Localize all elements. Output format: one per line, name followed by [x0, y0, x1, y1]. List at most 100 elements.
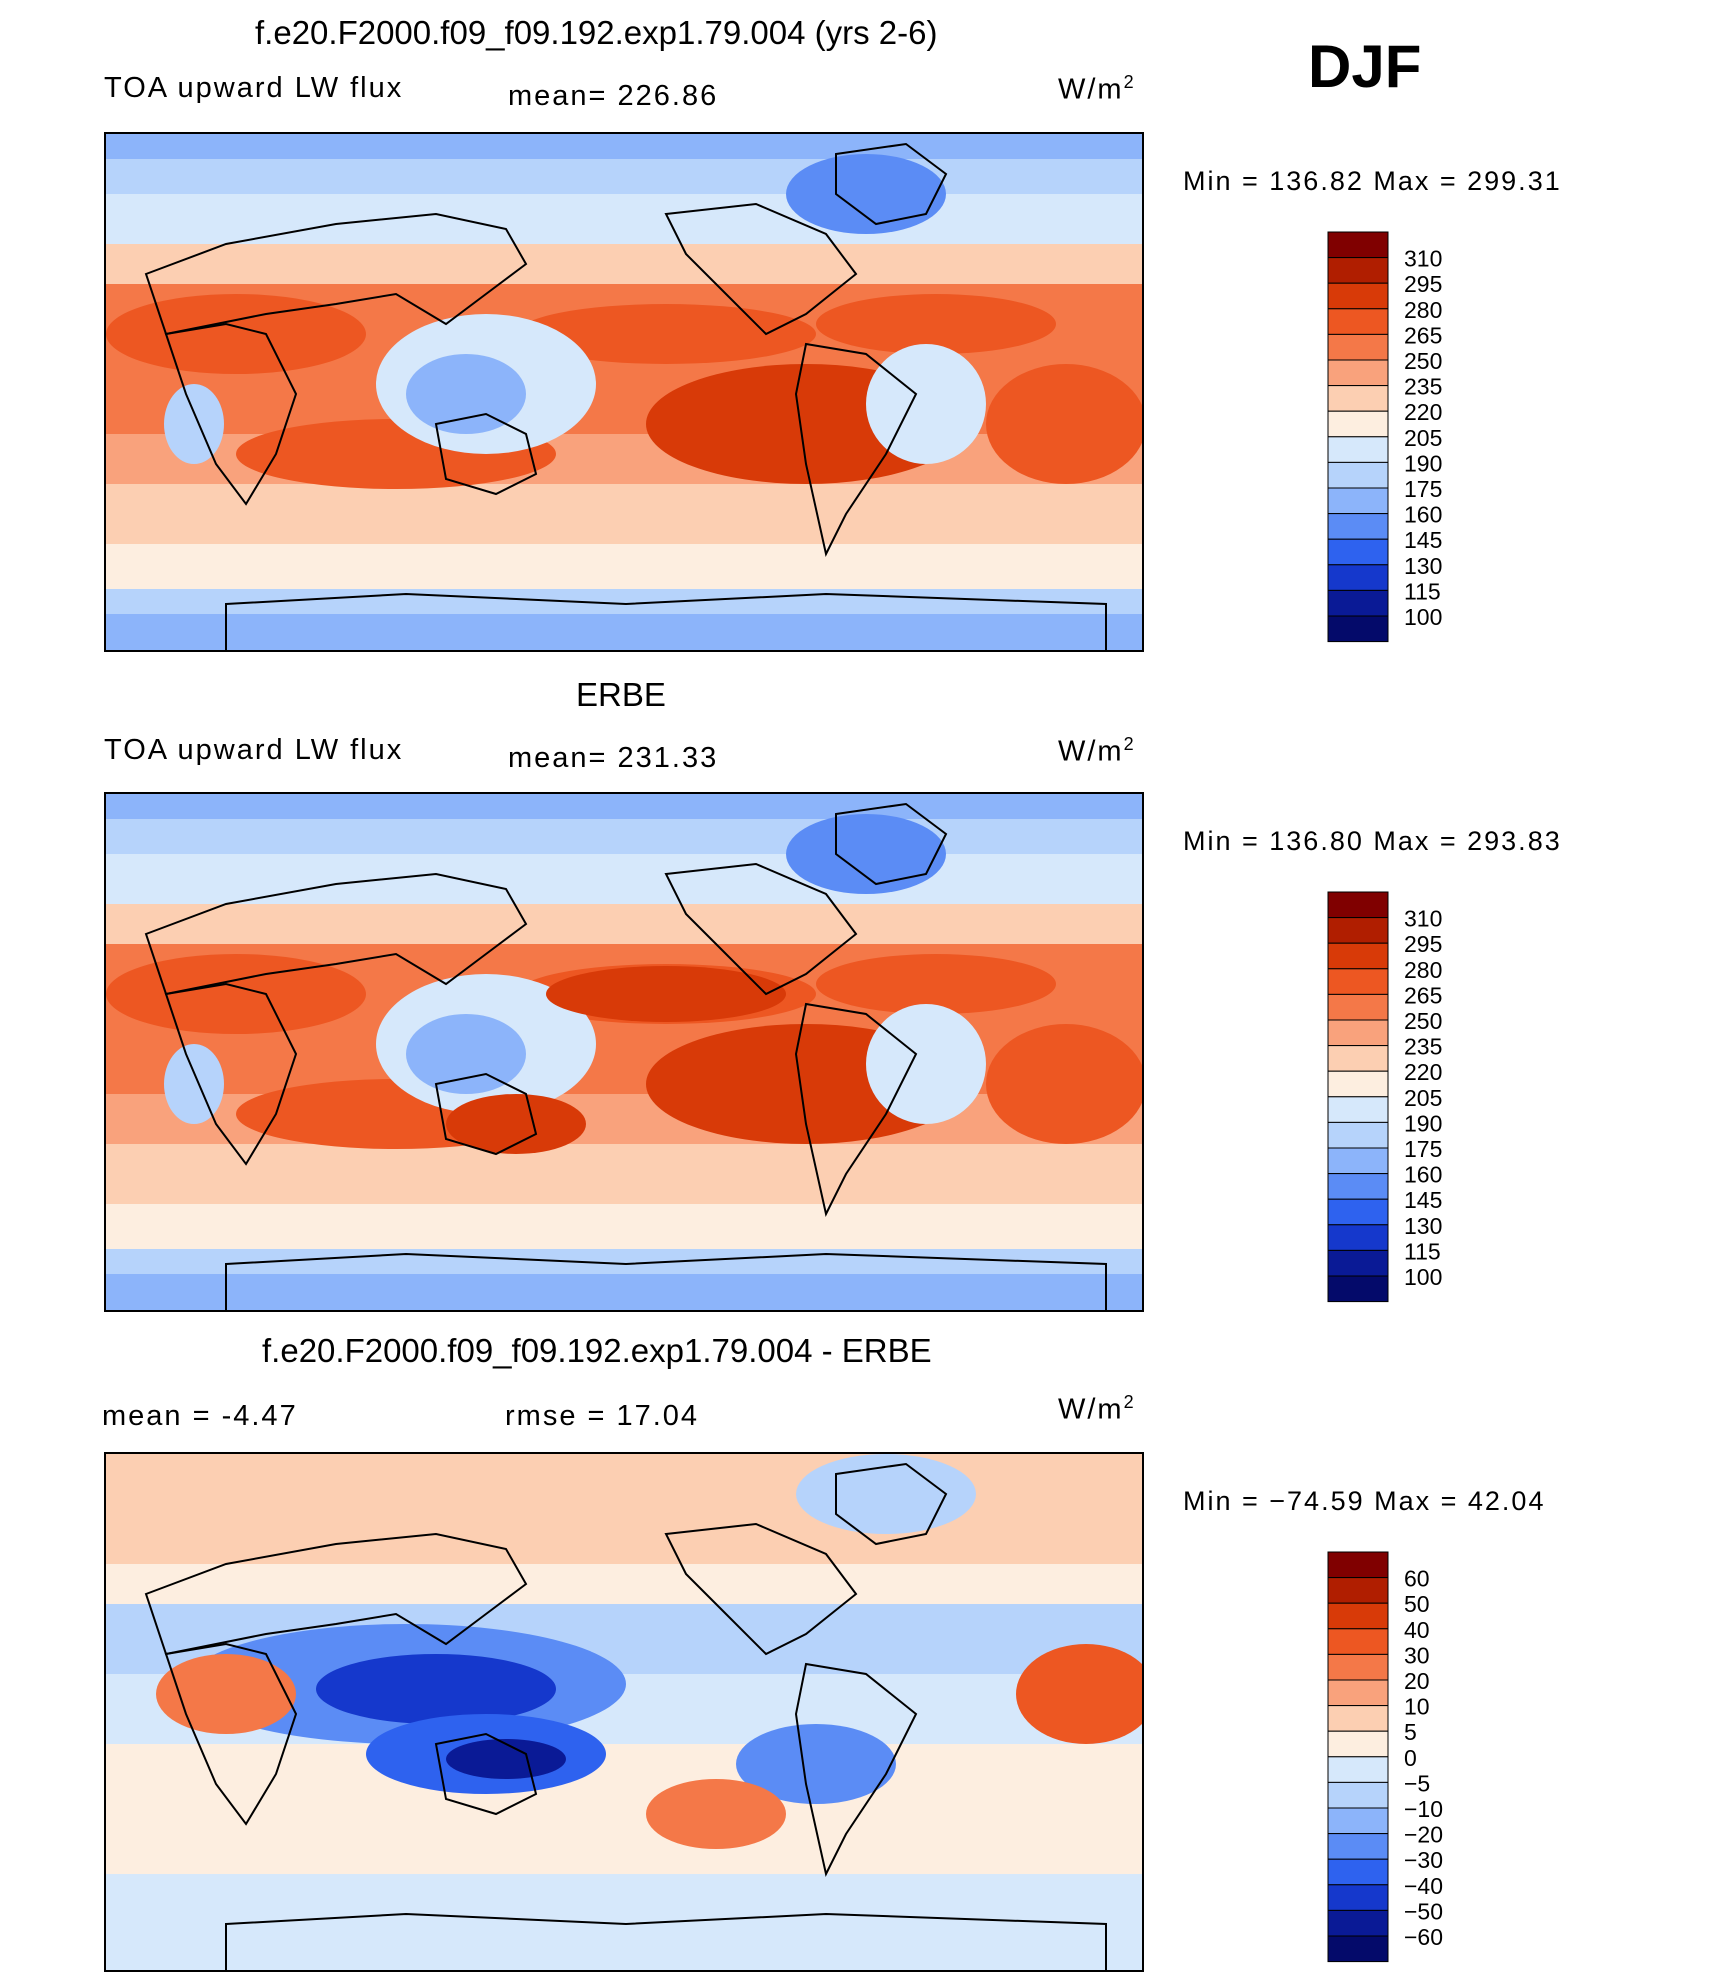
- continent-outline-1: [164, 982, 298, 1166]
- colorbar-1-box-3: [1327, 308, 1389, 335]
- panel-1-title: f.e20.F2000.f09_f09.192.exp1.79.004 (yrs…: [255, 14, 938, 51]
- field-midlat-north: [106, 194, 1142, 244]
- panel-1-map: [104, 132, 1144, 652]
- field-amazon-convection: [866, 1004, 986, 1124]
- colorbar-3-box-11: [1327, 1833, 1389, 1860]
- continent-outline-4: [794, 1662, 918, 1877]
- panel-2-units: W/m2: [1058, 734, 1136, 768]
- colorbar-1-box-13: [1327, 564, 1389, 591]
- colorbar-3-label-13: −50: [1404, 1898, 1443, 1924]
- colorbar-1-label-4: 250: [1404, 348, 1442, 374]
- colorbar-2-label-4: 250: [1404, 1008, 1442, 1034]
- colorbar-1-label-13: 115: [1404, 578, 1441, 604]
- colorbar-3-box-5: [1327, 1679, 1389, 1707]
- colorbar-3-label-6: 5: [1404, 1719, 1417, 1745]
- colorbar-3-box-8: [1327, 1756, 1389, 1783]
- colorbar-2-label-0: 310: [1404, 906, 1442, 932]
- colorbar-1-label-10: 160: [1404, 502, 1442, 528]
- field-sahara-high: [106, 954, 366, 1034]
- colorbar-2-box-9: [1327, 1121, 1389, 1149]
- colorbar-1-label-3: 265: [1404, 322, 1442, 348]
- colorbar-2-label-10: 160: [1404, 1162, 1442, 1188]
- panel-3-title: f.e20.F2000.f09_f09.192.exp1.79.004 - ER…: [262, 1332, 932, 1369]
- continent-outline-6: [225, 592, 1107, 650]
- panel-3-contour-field: [106, 1454, 1142, 1970]
- field-north-positive: [106, 1454, 1142, 1564]
- colorbar-1-label-8: 190: [1404, 450, 1442, 476]
- colorbar-2-label-7: 205: [1404, 1085, 1442, 1111]
- continent-outline-0: [144, 1532, 528, 1656]
- colorbar-2-box-2: [1327, 942, 1389, 970]
- colorbar-1-label-9: 175: [1404, 476, 1442, 502]
- colorbar-2-box-1: [1327, 917, 1389, 944]
- field-satl-high: [986, 364, 1142, 484]
- colorbar-3-box-4: [1327, 1653, 1389, 1681]
- field-satl-high: [986, 1024, 1142, 1144]
- panel-2-contour-field: [106, 794, 1142, 1310]
- colorbar-2-label-11: 145: [1404, 1187, 1442, 1213]
- colorbar-1-box-11: [1327, 513, 1389, 540]
- colorbar-3-label-9: −10: [1404, 1796, 1443, 1822]
- colorbar-3-label-12: −40: [1404, 1873, 1443, 1899]
- colorbar-3-label-3: 30: [1404, 1642, 1430, 1668]
- field-greenland-low: [786, 814, 946, 894]
- colorbar-2-label-3: 265: [1404, 982, 1442, 1008]
- panel-1-variable-label: TOA upward LW flux: [104, 72, 404, 104]
- colorbar-1-box-14: [1327, 589, 1389, 617]
- panel-3-mean-label: mean = -4.47: [102, 1400, 298, 1432]
- continent-outline-1: [164, 322, 298, 506]
- field-southern-ocean: [106, 544, 1142, 594]
- field-natl-high: [816, 294, 1056, 354]
- field-southern-ocean: [106, 1204, 1142, 1254]
- field-npac-high: [516, 304, 816, 364]
- continent-outline-6: [225, 1252, 1107, 1310]
- field-samerica-negative: [736, 1724, 896, 1804]
- field-polar-cap: [106, 794, 1142, 819]
- colorbar-2-label-9: 175: [1404, 1136, 1442, 1162]
- field-warm-pool-core: [406, 354, 526, 434]
- panel-3-map: [104, 1452, 1144, 1972]
- colorbar-1-label-6: 220: [1404, 399, 1442, 425]
- panel-3-rmse-label: rmse = 17.04: [505, 1400, 700, 1432]
- colorbar-2-box-14: [1327, 1249, 1389, 1277]
- colorbar-3-label-0: 60: [1404, 1566, 1430, 1592]
- field-africa-convection: [164, 384, 224, 464]
- field-africa-positive: [156, 1654, 296, 1734]
- field-indopac-core: [316, 1654, 556, 1724]
- colorbar-2-label-8: 190: [1404, 1110, 1442, 1136]
- field-sahara-high: [106, 294, 366, 374]
- colorbar-3-label-8: −5: [1404, 1770, 1430, 1796]
- colorbar-3-box-9: [1327, 1781, 1389, 1809]
- colorbar-3-label-7: 0: [1404, 1745, 1417, 1771]
- field-natl-high: [816, 954, 1056, 1014]
- panel-2-title: ERBE: [576, 676, 666, 713]
- panel-2-mean-label: mean= 231.33: [508, 742, 719, 774]
- colorbar-1-box-1: [1327, 257, 1389, 284]
- season-label: DJF: [1308, 33, 1422, 100]
- colorbar-1-box-7: [1327, 410, 1389, 438]
- colorbar-1-box-0: [1327, 231, 1389, 259]
- field-polar-cap: [106, 134, 1142, 159]
- continent-outline-4: [794, 1002, 918, 1217]
- colorbar-3-box-2: [1327, 1602, 1389, 1630]
- continent-outline-3: [664, 862, 858, 996]
- colorbar-2-box-10: [1327, 1147, 1389, 1175]
- colorbar-2-label-1: 295: [1404, 931, 1442, 957]
- colorbar-3-label-5: 10: [1404, 1694, 1430, 1720]
- colorbar-2-label-6: 220: [1404, 1059, 1442, 1085]
- continent-outline-3: [664, 202, 858, 336]
- colorbar-2-box-4: [1327, 993, 1389, 1021]
- panel-3-minmax: Min = −74.59 Max = 42.04: [1183, 1486, 1546, 1516]
- continent-outline-1: [164, 1642, 298, 1826]
- colorbar-3-box-6: [1327, 1705, 1389, 1732]
- continent-outline-5: [835, 802, 948, 886]
- colorbar-1-label-2: 280: [1404, 297, 1442, 323]
- colorbar-2-label-14: 100: [1404, 1264, 1442, 1290]
- colorbar-3-box-14: [1327, 1909, 1389, 1937]
- colorbar-3-label-14: −60: [1404, 1924, 1443, 1950]
- continent-outline-0: [144, 212, 528, 336]
- colorbar-3-label-4: 20: [1404, 1668, 1430, 1694]
- continent-outline-5: [835, 142, 948, 226]
- field-greenland-low: [786, 154, 946, 234]
- panel-1-minmax: Min = 136.82 Max = 299.31: [1183, 166, 1562, 196]
